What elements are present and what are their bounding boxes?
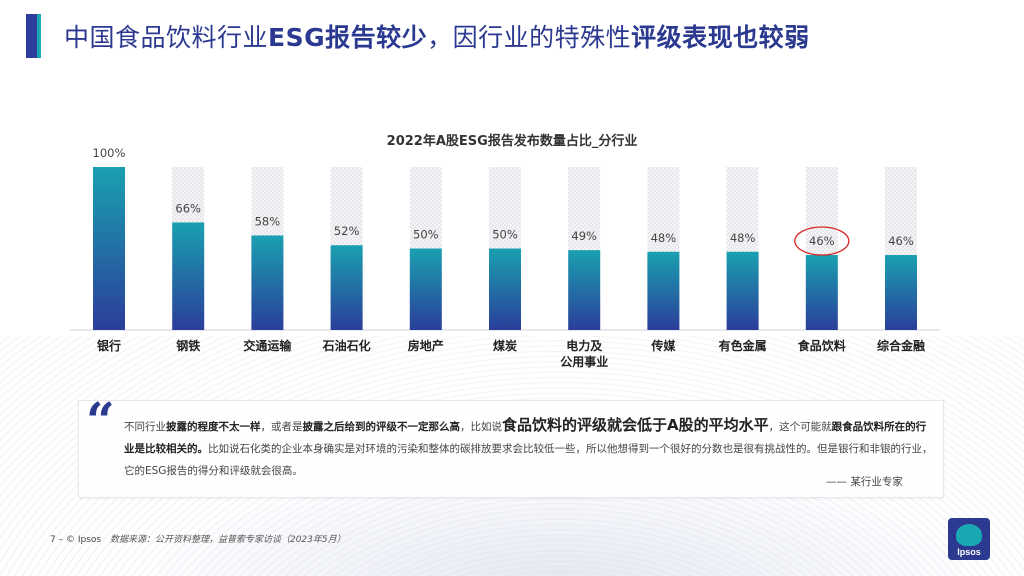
data-label: 46% bbox=[809, 234, 835, 248]
category-label: 食品饮料 bbox=[797, 338, 846, 353]
category-label: 交通运输 bbox=[243, 338, 292, 353]
data-source: 数据来源：公开资料整理，益普索专家访谈（2023年5月） bbox=[109, 535, 346, 545]
bar bbox=[726, 251, 759, 330]
page-title: 中国食品饮料行业ESG报告较少，因行业的特殊性评级表现也较弱 bbox=[64, 23, 810, 52]
category-label: 综合金融 bbox=[877, 338, 925, 353]
bar bbox=[251, 235, 284, 330]
category-label: 银行 bbox=[97, 338, 121, 353]
expert-quote: 不同行业披露的程度不太一样，或者是披露之后给到的评级不一定那么高，比如说食品饮料… bbox=[124, 416, 933, 477]
bar-chart: 100% 银行 66% 钢铁 58% 交通运输 52% 石油石化 50% 房地产 50% 煤炭 49% 电… bbox=[70, 146, 940, 369]
category-label: 房地产 bbox=[408, 338, 444, 353]
bar bbox=[568, 250, 601, 330]
category-label: 煤炭 bbox=[493, 338, 517, 353]
category-label: 石油石化 bbox=[322, 338, 371, 353]
title-accent-stripe bbox=[37, 14, 41, 58]
data-label: 46% bbox=[888, 234, 914, 248]
ipsos-logo: Ipsos bbox=[948, 518, 990, 560]
bar bbox=[647, 251, 680, 330]
bar bbox=[409, 248, 442, 330]
page-number: 7 – bbox=[50, 535, 64, 545]
chart-title: 2022年A股ESG报告发布数量占比_分行业 bbox=[386, 134, 638, 149]
quote-mark-icon: “ bbox=[86, 391, 115, 450]
bar bbox=[885, 255, 917, 330]
data-label: 49% bbox=[571, 229, 597, 243]
data-label: 58% bbox=[255, 214, 281, 228]
data-label: 100% bbox=[93, 146, 126, 160]
category-label: 公用事业 bbox=[560, 354, 608, 369]
bar bbox=[93, 167, 125, 330]
data-label: 48% bbox=[651, 231, 677, 245]
footer: 7 – © Ipsos 数据来源：公开资料整理，益普索专家访谈（2023年5月） bbox=[50, 532, 346, 545]
data-label: 50% bbox=[413, 228, 439, 242]
quote-box bbox=[78, 400, 944, 498]
data-label: 52% bbox=[334, 224, 360, 238]
category-label: 传媒 bbox=[650, 338, 676, 353]
category-label: 有色金属 bbox=[719, 338, 767, 353]
bar bbox=[489, 248, 521, 330]
data-label: 48% bbox=[730, 231, 756, 245]
copyright: © Ipsos bbox=[65, 535, 102, 545]
highlight-circle bbox=[794, 226, 850, 256]
category-label: 钢铁 bbox=[176, 338, 200, 353]
quote-author: —— 某行业专家 bbox=[826, 476, 903, 488]
bar bbox=[805, 255, 838, 330]
bar bbox=[330, 245, 363, 330]
title-accent-bar bbox=[26, 14, 37, 58]
bar bbox=[172, 222, 205, 330]
category-label: 电力及 bbox=[566, 338, 603, 353]
data-label: 50% bbox=[492, 228, 518, 242]
data-label: 66% bbox=[175, 201, 201, 215]
